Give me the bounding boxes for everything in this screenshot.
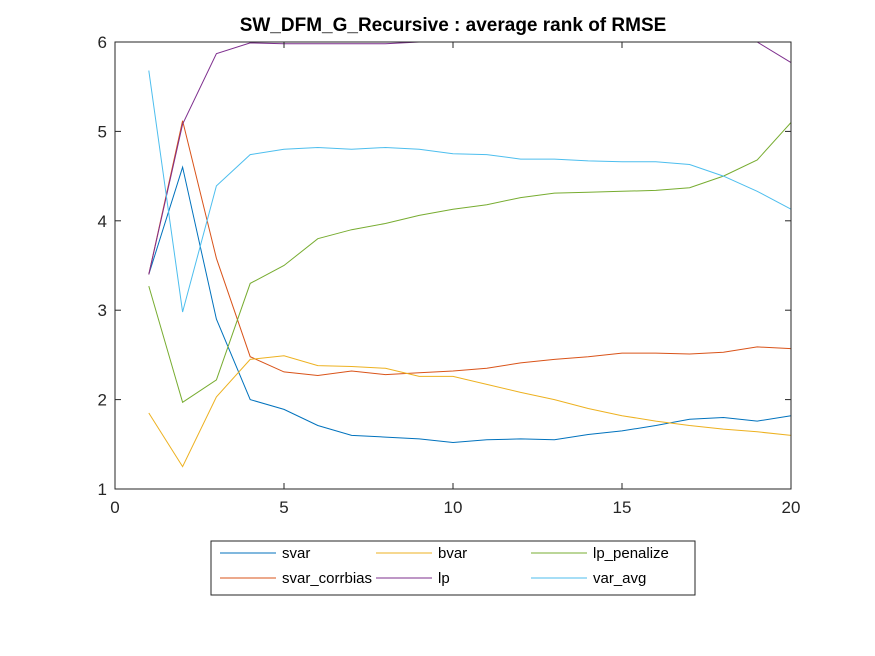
series-line-bvar — [148, 355, 792, 468]
axes-layer: 0 5 10 15 20 1 2 3 4 5 6 — [98, 33, 801, 517]
legend-label-bvar: bvar — [438, 545, 467, 562]
legend-label-lp: lp — [438, 570, 450, 587]
y-tick-label: 2 — [98, 391, 107, 410]
series-line-var_avg — [148, 70, 792, 313]
x-tick-label: 0 — [110, 498, 119, 517]
y-tick-label: 5 — [98, 122, 107, 141]
x-tick-label: 15 — [613, 498, 632, 517]
y-tick-label: 1 — [98, 480, 107, 499]
legend-label-lp_penalize: lp_penalize — [593, 545, 669, 562]
series-line-lp_penalize — [148, 122, 792, 404]
y-tick-label: 4 — [98, 212, 107, 231]
legend-label-svar: svar — [282, 545, 310, 562]
y-tick-label: 3 — [98, 301, 107, 320]
legend-label-svar_corrbias: svar_corrbias — [282, 570, 372, 587]
plot-area — [115, 42, 791, 489]
x-tick-label: 5 — [279, 498, 288, 517]
legend-box — [210, 540, 696, 596]
y-tick-label: 6 — [98, 33, 107, 52]
x-tick-label: 20 — [782, 498, 801, 517]
legend-label-var_avg: var_avg — [593, 570, 646, 587]
legend: svar svar_corrbias bvar lp lp_penalize var_av… — [210, 540, 696, 596]
chart-title: SW_DFM_G_Recursive : average rank of RMS… — [240, 15, 667, 36]
series-line-svar — [148, 165, 792, 444]
x-tick-label: 10 — [444, 498, 463, 517]
